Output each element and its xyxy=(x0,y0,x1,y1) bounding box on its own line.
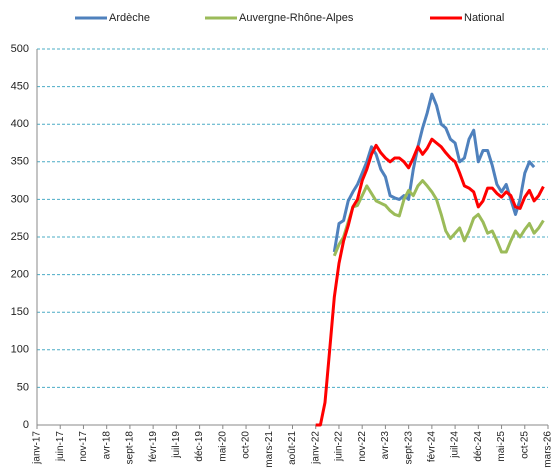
x-tick-label: févr-19 xyxy=(148,431,159,463)
x-tick-label: avr-23 xyxy=(380,431,391,460)
legend-label: National xyxy=(464,12,504,24)
legend-label: Auvergne-Rhône-Alpes xyxy=(239,12,354,24)
x-tick-label: janv-22 xyxy=(310,431,321,465)
x-tick-label: févr-24 xyxy=(427,431,438,463)
y-tick-label: 450 xyxy=(11,81,29,93)
y-tick-label: 100 xyxy=(11,344,29,356)
x-tick-label: mai-25 xyxy=(496,431,507,462)
x-tick-label: oct-20 xyxy=(241,431,252,459)
y-tick-label: 50 xyxy=(17,381,29,393)
x-tick-label: déc-19 xyxy=(194,431,205,462)
y-tick-label: 350 xyxy=(11,156,29,168)
series-line xyxy=(332,92,536,253)
legend-label: Ardèche xyxy=(109,12,150,24)
x-tick-label: juin-22 xyxy=(334,431,345,462)
x-tick-label: juil-19 xyxy=(171,431,182,459)
x-tick-label: mars-21 xyxy=(264,431,275,468)
y-tick-label: 0 xyxy=(23,419,29,431)
x-tick-label: sept-18 xyxy=(125,431,136,465)
x-tick-label: sept-23 xyxy=(403,431,414,465)
x-tick-label: oct-25 xyxy=(519,431,530,459)
series-line xyxy=(315,137,545,427)
y-tick-label: 150 xyxy=(11,306,29,318)
x-tick-label: juil-24 xyxy=(450,431,461,459)
series-line xyxy=(332,179,545,257)
x-tick-label: mai-20 xyxy=(217,431,228,462)
x-tick-label: mars-26 xyxy=(543,431,553,468)
x-tick-label: août-21 xyxy=(287,431,298,465)
x-tick-label: nov-22 xyxy=(357,431,368,462)
y-tick-label: 500 xyxy=(11,43,29,55)
y-tick-label: 300 xyxy=(11,193,29,205)
x-tick-label: déc-24 xyxy=(473,431,484,462)
x-tick-label: janv-17 xyxy=(32,431,43,465)
x-tick-label: nov-17 xyxy=(78,431,89,462)
y-tick-label: 250 xyxy=(11,231,29,243)
x-tick-label: juin-17 xyxy=(55,431,66,462)
x-tick-label: avr-18 xyxy=(101,431,112,460)
y-tick-label: 400 xyxy=(11,118,29,130)
y-tick-label: 200 xyxy=(11,269,29,281)
